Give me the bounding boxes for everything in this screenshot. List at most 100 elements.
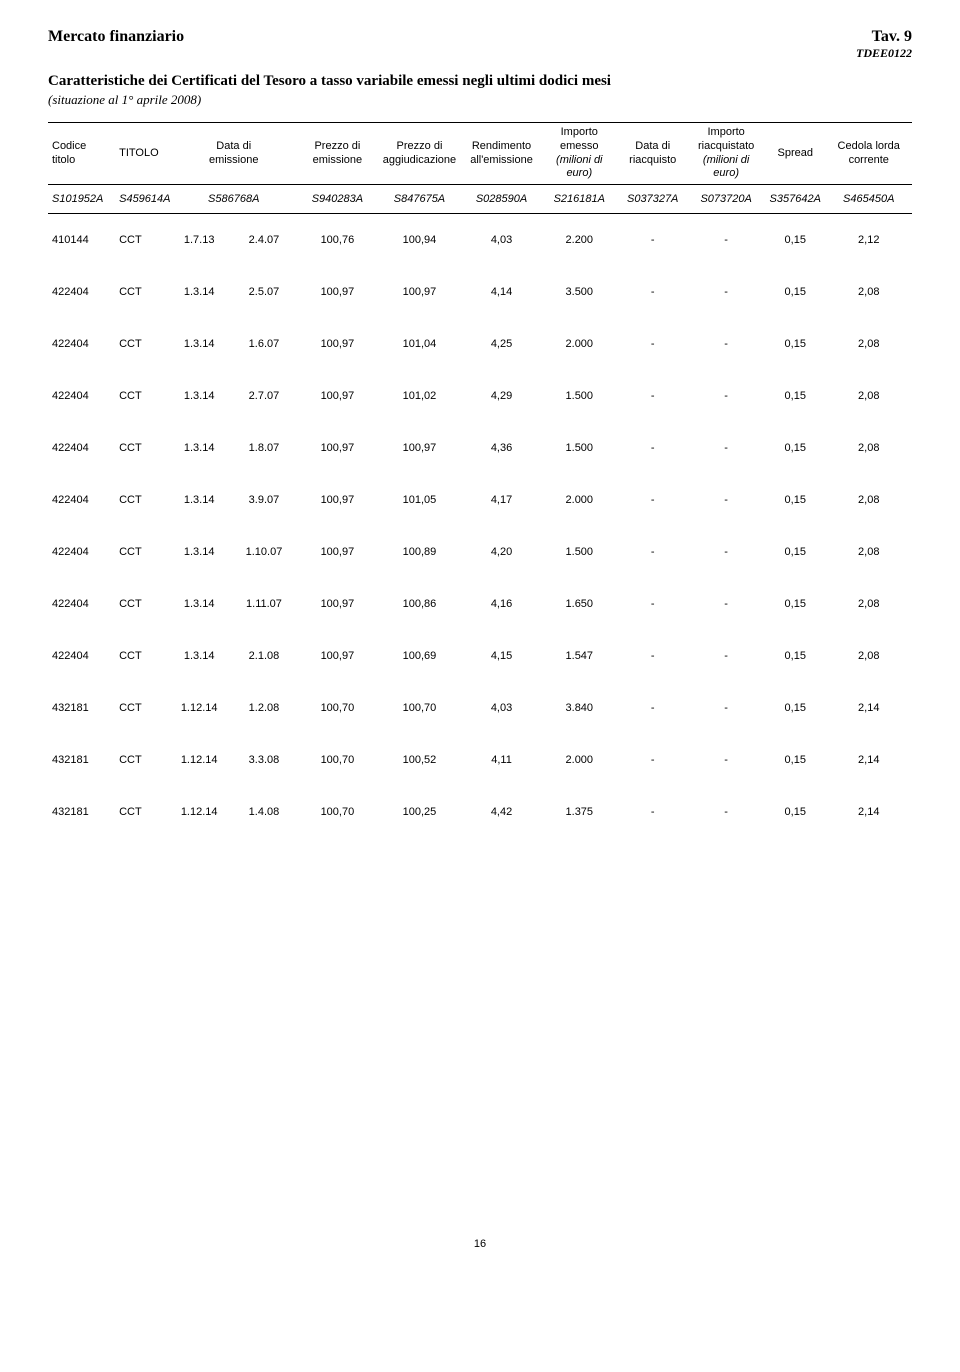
column-header: Data diriacquisto <box>618 123 687 185</box>
table-cell: 100,97 <box>299 318 377 370</box>
table-cell: 2,08 <box>825 578 912 630</box>
column-header: Prezzo diaggiudicazione <box>376 123 462 185</box>
table-cell: 101,05 <box>376 474 462 526</box>
table-cell: 2.7.07 <box>229 370 298 422</box>
table-cell: - <box>687 214 765 267</box>
table-cell: 1.3.14 <box>169 526 229 578</box>
table-cell: 1.3.14 <box>169 422 229 474</box>
table-cell: CCT <box>117 474 169 526</box>
table-cell: 4,25 <box>463 318 541 370</box>
table-cell: 1.8.07 <box>229 422 298 474</box>
table-cell: 422404 <box>48 422 117 474</box>
table-cell: 0,15 <box>765 422 825 474</box>
table-cell: CCT <box>117 526 169 578</box>
table-cell: 100,97 <box>299 630 377 682</box>
table-cell: 1.547 <box>540 630 618 682</box>
table-cell: 100,70 <box>299 786 377 838</box>
table-row: 432181CCT1.12.141.4.08100,70100,254,421.… <box>48 786 912 838</box>
table-cell: 1.500 <box>540 422 618 474</box>
column-header: Importoemesso(milioni di euro) <box>540 123 618 185</box>
column-code: S073720A <box>687 185 765 214</box>
table-cell: 422404 <box>48 578 117 630</box>
table-cell: 2.200 <box>540 214 618 267</box>
table-cell: 3.9.07 <box>229 474 298 526</box>
table-cell: 422404 <box>48 526 117 578</box>
table-title: Caratteristiche dei Certificati del Teso… <box>48 73 912 90</box>
table-cell: 100,97 <box>299 526 377 578</box>
top-line: Mercato finanziario Tav. 9 TDEE0122 <box>48 28 912 61</box>
table-row: 422404CCT1.3.141.6.07100,97101,044,252.0… <box>48 318 912 370</box>
table-cell: 1.500 <box>540 526 618 578</box>
doc-section-title: Mercato finanziario <box>48 28 184 46</box>
table-cell: 1.500 <box>540 370 618 422</box>
column-header: Rendimentoall'emissione <box>463 123 541 185</box>
table-cell: CCT <box>117 370 169 422</box>
table-cell: 100,97 <box>299 474 377 526</box>
table-cell: 0,15 <box>765 578 825 630</box>
table-cell: CCT <box>117 786 169 838</box>
column-code: S028590A <box>463 185 541 214</box>
table-cell: - <box>618 318 687 370</box>
table-cell: 100,97 <box>299 266 377 318</box>
table-cell: 2,08 <box>825 630 912 682</box>
table-cell: 4,29 <box>463 370 541 422</box>
table-cell: 100,97 <box>376 422 462 474</box>
table-cell: 1.4.08 <box>229 786 298 838</box>
table-subtitle: (situazione al 1° aprile 2008) <box>48 92 912 108</box>
table-cell: 0,15 <box>765 370 825 422</box>
table-code: TDEE0122 <box>856 46 912 61</box>
table-row: 422404CCT1.3.141.11.07100,97100,864,161.… <box>48 578 912 630</box>
table-cell: 0,15 <box>765 474 825 526</box>
table-cell: 100,76 <box>299 214 377 267</box>
table-cell: 4,17 <box>463 474 541 526</box>
table-cell: 1.3.14 <box>169 266 229 318</box>
column-header: Codicetitolo <box>48 123 117 185</box>
page-number: 16 <box>48 1238 912 1250</box>
table-row: 422404CCT1.3.141.10.07100,97100,894,201.… <box>48 526 912 578</box>
table-cell: 4,03 <box>463 682 541 734</box>
table-cell: 4,36 <box>463 422 541 474</box>
column-header: Spread <box>765 123 825 185</box>
table-cell: CCT <box>117 214 169 267</box>
table-cell: 1.2.08 <box>229 682 298 734</box>
table-cell: 4,16 <box>463 578 541 630</box>
table-cell: - <box>687 370 765 422</box>
table-cell: 0,15 <box>765 630 825 682</box>
column-header: TITOLO <box>117 123 169 185</box>
table-cell: 1.3.14 <box>169 630 229 682</box>
table-row: 432181CCT1.12.143.3.08100,70100,524,112.… <box>48 734 912 786</box>
table-cell: 2.5.07 <box>229 266 298 318</box>
table-cell: 2,08 <box>825 526 912 578</box>
table-cell: 100,97 <box>299 422 377 474</box>
column-code: S465450A <box>825 185 912 214</box>
table-cell: 422404 <box>48 266 117 318</box>
column-code: S216181A <box>540 185 618 214</box>
page-container: Mercato finanziario Tav. 9 TDEE0122 Cara… <box>0 0 960 1270</box>
table-cell: 101,02 <box>376 370 462 422</box>
column-header: Data diemissione <box>169 123 299 185</box>
column-code: S940283A <box>299 185 377 214</box>
table-cell: 1.3.14 <box>169 578 229 630</box>
table-cell: 422404 <box>48 630 117 682</box>
table-number-block: Tav. 9 TDEE0122 <box>856 28 912 61</box>
table-row: 422404CCT1.3.142.5.07100,97100,974,143.5… <box>48 266 912 318</box>
column-code: S586768A <box>169 185 299 214</box>
table-cell: 100,69 <box>376 630 462 682</box>
table-cell: 422404 <box>48 318 117 370</box>
table-cell: 410144 <box>48 214 117 267</box>
table-cell: 1.6.07 <box>229 318 298 370</box>
data-table: CodicetitoloTITOLOData diemissionePrezzo… <box>48 122 912 838</box>
table-cell: 0,15 <box>765 318 825 370</box>
table-cell: - <box>687 786 765 838</box>
column-code: S357642A <box>765 185 825 214</box>
table-cell: - <box>687 422 765 474</box>
table-cell: 3.3.08 <box>229 734 298 786</box>
table-cell: - <box>687 526 765 578</box>
table-cell: 1.12.14 <box>169 734 229 786</box>
table-cell: 1.12.14 <box>169 682 229 734</box>
table-cell: - <box>618 422 687 474</box>
column-header: Prezzo diemissione <box>299 123 377 185</box>
table-cell: 3.840 <box>540 682 618 734</box>
table-number: Tav. 9 <box>856 28 912 46</box>
table-row: 422404CCT1.3.142.7.07100,97101,024,291.5… <box>48 370 912 422</box>
